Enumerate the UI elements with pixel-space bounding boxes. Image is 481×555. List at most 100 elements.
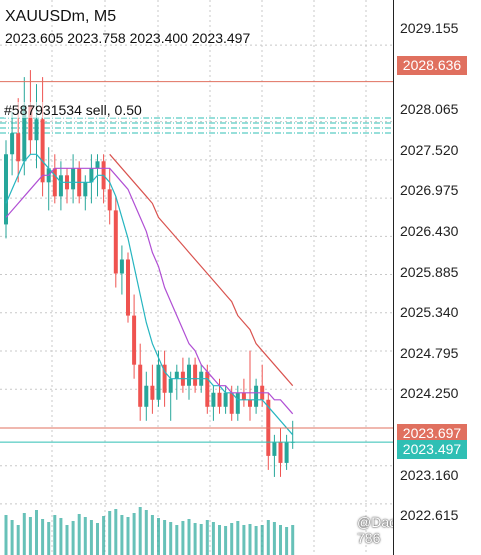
volume-bar: [144, 510, 148, 555]
candle-body: [211, 392, 216, 407]
price-axis[interactable]: 2029.155 2028.065 2027.520 2026.975 2026…: [393, 0, 481, 555]
volume-bar: [35, 510, 38, 555]
volume-bar: [41, 519, 45, 555]
price-chart[interactable]: [0, 0, 393, 555]
volume-bar: [163, 520, 167, 555]
watermark-text: @Dada 786: [357, 514, 405, 546]
volume-bar: [266, 520, 270, 555]
candle-body: [217, 392, 222, 407]
volume-bar: [102, 516, 106, 555]
volume-bar: [211, 522, 215, 555]
volume-bar: [260, 525, 264, 555]
volume-bar: [279, 525, 282, 555]
volume-bar: [199, 524, 203, 555]
volume-bar: [4, 515, 8, 555]
bid-price-tag: 2023.497: [397, 440, 467, 459]
candle-body: [156, 364, 161, 400]
volume-bar: [218, 525, 221, 555]
volume-bar: [71, 521, 75, 555]
volume-bar: [96, 523, 99, 555]
candle-body: [126, 259, 130, 316]
candle-body: [10, 133, 15, 155]
volume-bar: [16, 525, 20, 555]
candle-body: [229, 392, 234, 414]
ask-price-tag: 2023.697: [397, 424, 467, 443]
volume-bar: [65, 525, 69, 555]
candle-body: [174, 371, 179, 379]
candle-body: [223, 392, 228, 407]
order-line-label[interactable]: #587931534 sell, 0.50: [4, 102, 142, 118]
candle-body: [144, 385, 149, 407]
ma-slow-line: [109, 153, 294, 387]
candle-body: [150, 385, 155, 400]
candle-body: [16, 133, 21, 162]
volume-bar: [175, 525, 179, 555]
price-tick-label: 2024.250: [400, 385, 459, 401]
candle-body: [52, 168, 57, 197]
price-tick-label: 2027.520: [400, 142, 459, 158]
candle-body: [162, 364, 167, 393]
volume-bar: [254, 526, 258, 555]
candle-body: [235, 392, 240, 414]
volume-bar: [224, 526, 228, 555]
candle-body: [241, 392, 246, 400]
price-tick-label: 2024.795: [400, 345, 459, 361]
volume-bar: [169, 522, 173, 555]
volume-bar: [230, 523, 234, 555]
candle-body: [40, 119, 45, 183]
candle-body: [28, 105, 33, 141]
volume-bar: [120, 515, 124, 555]
volume-bar: [193, 523, 197, 555]
volume-bar: [47, 522, 51, 555]
volume-bar: [108, 511, 112, 555]
candle-body: [83, 182, 88, 197]
candle-body: [34, 119, 39, 141]
candle-body: [248, 399, 252, 407]
candle-body: [95, 161, 100, 169]
price-tick-label: 2028.065: [400, 101, 459, 117]
volume-bar: [126, 517, 130, 555]
chart-area[interactable]: XAUUSDm, M5 2023.605 2023.758 2023.400 2…: [0, 0, 405, 555]
candle-body: [168, 378, 173, 393]
candle-body: [89, 168, 94, 183]
price-tick-label: 2025.340: [400, 304, 459, 320]
volume-bar: [28, 517, 32, 555]
candle-body: [193, 364, 198, 386]
volume-bar: [59, 518, 63, 555]
volume-bar: [181, 521, 185, 555]
ma-fast-line: [5, 153, 294, 436]
volume-bar: [89, 520, 93, 555]
price-tick-label: 2026.430: [400, 223, 459, 239]
volume-bar: [157, 518, 160, 555]
volume-bar: [205, 520, 209, 555]
price-tick-label: 2029.155: [400, 20, 459, 36]
candle-body: [205, 371, 210, 407]
candle-body: [187, 364, 191, 386]
volume-bar: [236, 521, 240, 555]
price-tick-label: 2023.160: [400, 467, 459, 483]
volume-bar: [187, 519, 191, 555]
volume-bar: [248, 524, 252, 555]
candle-body: [113, 210, 118, 274]
volume-bar: [291, 525, 295, 555]
candle-body: [71, 168, 76, 190]
volume-bar: [77, 514, 81, 555]
candle-body: [22, 105, 27, 162]
candle-body: [4, 154, 8, 225]
candle-body: [284, 441, 289, 463]
candle-body: [132, 315, 137, 365]
candle-body: [272, 441, 277, 456]
candle-body: [58, 175, 63, 197]
candle-body: [278, 441, 283, 463]
price-tick-label: 2022.615: [400, 507, 459, 523]
volume-bar: [272, 522, 276, 555]
volume-bar: [83, 517, 87, 555]
ma-mid-line: [5, 167, 294, 415]
volume-bar: [22, 513, 26, 555]
volume-bar: [10, 520, 14, 555]
volume-bar: [132, 513, 136, 555]
volume-bar: [138, 507, 142, 555]
symbol-timeframe-label: XAUUSDm, M5: [5, 8, 117, 25]
price-tick-label: 2025.885: [400, 264, 459, 280]
volume-bar: [53, 515, 57, 555]
